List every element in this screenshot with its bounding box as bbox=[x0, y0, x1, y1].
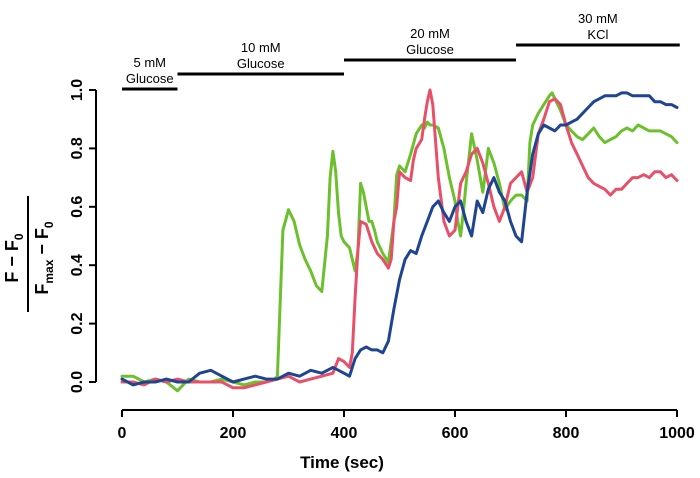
x-tick-label: 800 bbox=[553, 425, 580, 442]
y-tick-label: 0.6 bbox=[69, 196, 86, 218]
condition-label: 30 mM bbox=[578, 11, 618, 26]
y-tick-label: 0.4 bbox=[69, 254, 86, 276]
x-tick-label: 600 bbox=[442, 425, 469, 442]
x-axis-title: Time (sec) bbox=[300, 453, 384, 472]
x-tick-label: 1000 bbox=[659, 425, 695, 442]
y-axis-numerator: F − F0 bbox=[2, 233, 26, 283]
y-tick-label: 0.8 bbox=[69, 137, 86, 159]
y-axis-denominator: Fmax − F0 bbox=[32, 221, 56, 295]
y-tick-label: 1.0 bbox=[69, 79, 86, 101]
y-axis-title: F − F0 Fmax − F0 bbox=[2, 196, 56, 312]
condition-label: Glucose bbox=[237, 56, 285, 71]
condition-label: KCl bbox=[587, 27, 608, 42]
condition-label: 10 mM bbox=[241, 40, 281, 55]
condition-label: Glucose bbox=[126, 71, 174, 86]
condition-label: Glucose bbox=[406, 42, 454, 57]
x-tick-label: 0 bbox=[118, 425, 127, 442]
y-tick-label: 0.2 bbox=[69, 312, 86, 334]
series-line-blue bbox=[120, 91, 679, 387]
condition-label: 20 mM bbox=[410, 26, 450, 41]
x-tick-label: 200 bbox=[220, 425, 247, 442]
series-lines bbox=[120, 88, 679, 393]
condition-label: 5 mM bbox=[134, 55, 167, 70]
x-tick-label: 400 bbox=[331, 425, 358, 442]
series-line-pink bbox=[120, 88, 679, 390]
axes: 0 200 400 600 800 1000 0.0 0.2 0.4 0.6 0.8 1.0 bbox=[69, 79, 695, 442]
y-tick-label: 0.0 bbox=[69, 371, 86, 393]
series-line-green bbox=[120, 91, 679, 393]
